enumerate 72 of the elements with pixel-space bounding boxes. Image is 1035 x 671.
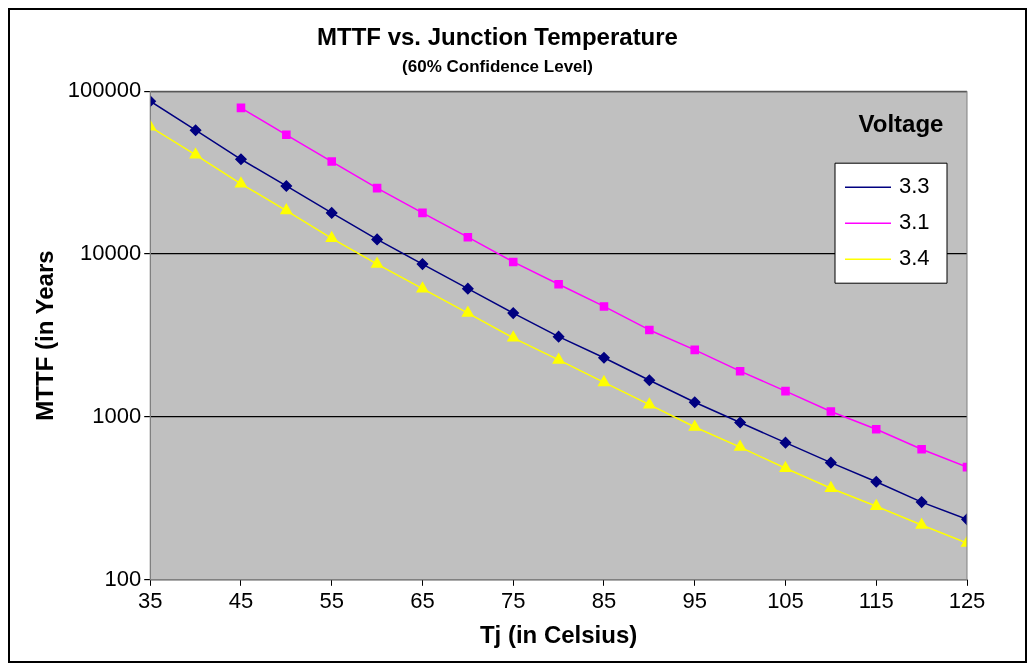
point <box>280 180 293 192</box>
x-tick-label: 85 <box>591 588 617 614</box>
point <box>781 386 790 396</box>
point <box>280 203 293 215</box>
y-axis-title: MTTF (in Years <box>31 250 59 421</box>
point <box>690 345 700 355</box>
point <box>371 257 384 268</box>
point <box>462 282 474 295</box>
x-tick-label: 35 <box>137 588 163 614</box>
point <box>554 279 563 289</box>
point <box>282 130 291 140</box>
point <box>643 374 656 386</box>
point <box>552 353 565 364</box>
point <box>235 177 247 188</box>
point <box>327 157 337 166</box>
point <box>779 461 792 473</box>
point <box>325 207 338 219</box>
x-tick-label: 115 <box>858 588 894 614</box>
point <box>416 281 429 293</box>
legend-label: 3.3 <box>899 173 930 199</box>
x-tick-label: 45 <box>228 588 254 614</box>
point <box>734 440 747 451</box>
y-tick-label: 100000 <box>67 77 142 103</box>
x-tick-label: 75 <box>500 588 526 614</box>
x-tick-label: 95 <box>682 588 707 614</box>
point <box>599 302 609 311</box>
point <box>645 325 654 335</box>
point <box>870 475 882 488</box>
point <box>507 307 519 319</box>
y-tick-label: 100 <box>104 565 142 591</box>
legend-label: 3.4 <box>899 245 930 271</box>
x-tick-label: 55 <box>319 588 344 614</box>
point <box>734 416 746 429</box>
point <box>236 103 246 113</box>
point <box>416 258 429 270</box>
y-tick-label: 1000 <box>92 403 142 428</box>
point <box>552 330 565 343</box>
point <box>189 124 202 136</box>
legend-title: Voltage <box>858 109 944 137</box>
point <box>917 444 926 454</box>
point <box>870 499 883 510</box>
point <box>508 257 518 267</box>
point <box>643 397 656 409</box>
point <box>735 366 745 376</box>
point <box>598 375 610 387</box>
chart-title: MTTF vs. Junction Temperature <box>317 23 678 51</box>
legend-label: 3.1 <box>899 209 930 235</box>
point <box>235 153 247 166</box>
point <box>463 232 473 242</box>
point <box>372 183 382 193</box>
chart-subtitle: (60% Confidence Level) <box>402 56 593 76</box>
point <box>871 424 881 434</box>
point <box>688 396 701 409</box>
point <box>598 351 610 364</box>
point <box>325 231 338 243</box>
point <box>688 420 701 431</box>
y-tick-label: 10000 <box>80 240 142 266</box>
point <box>189 148 202 159</box>
point <box>826 407 836 416</box>
point <box>507 331 520 342</box>
point <box>371 233 383 246</box>
point <box>915 518 928 529</box>
x-tick-label: 105 <box>767 588 804 614</box>
point <box>461 306 474 317</box>
point <box>418 208 427 218</box>
point <box>915 496 928 508</box>
x-tick-label: 65 <box>410 588 435 614</box>
point <box>825 456 837 469</box>
point <box>779 436 792 449</box>
point <box>824 481 837 492</box>
x-axis-title: Tj (in Celsius) <box>479 621 638 649</box>
x-tick-label: 125 <box>948 588 986 614</box>
